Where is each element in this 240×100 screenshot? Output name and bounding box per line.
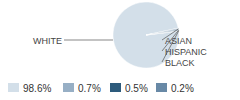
legend-swatch (156, 83, 167, 92)
leader-line (64, 40, 113, 41)
category-labels: WHITE ASIANHISPANICBLACK (33, 29, 207, 68)
category-label: BLACK (165, 58, 195, 68)
pie-slice (146, 28, 179, 35)
category-label: WHITE (33, 36, 62, 46)
legend-label: 0.7% (78, 83, 101, 94)
pie-slice (146, 31, 179, 35)
legend-label: 0.5% (125, 83, 148, 94)
legend-label: 0.2% (171, 83, 194, 94)
legend-label: 98.6% (23, 83, 51, 94)
legend-swatch (8, 83, 19, 92)
category-label: HISPANIC (165, 47, 207, 57)
legend-swatch (110, 83, 121, 92)
legend-swatch (63, 83, 74, 92)
chart: WHITE ASIANHISPANICBLACK 98.6% 0.7% 0.5% 0.2% (0, 0, 240, 100)
legend: 98.6% 0.7% 0.5% 0.2% (8, 83, 194, 94)
category-label: ASIAN (165, 36, 192, 46)
